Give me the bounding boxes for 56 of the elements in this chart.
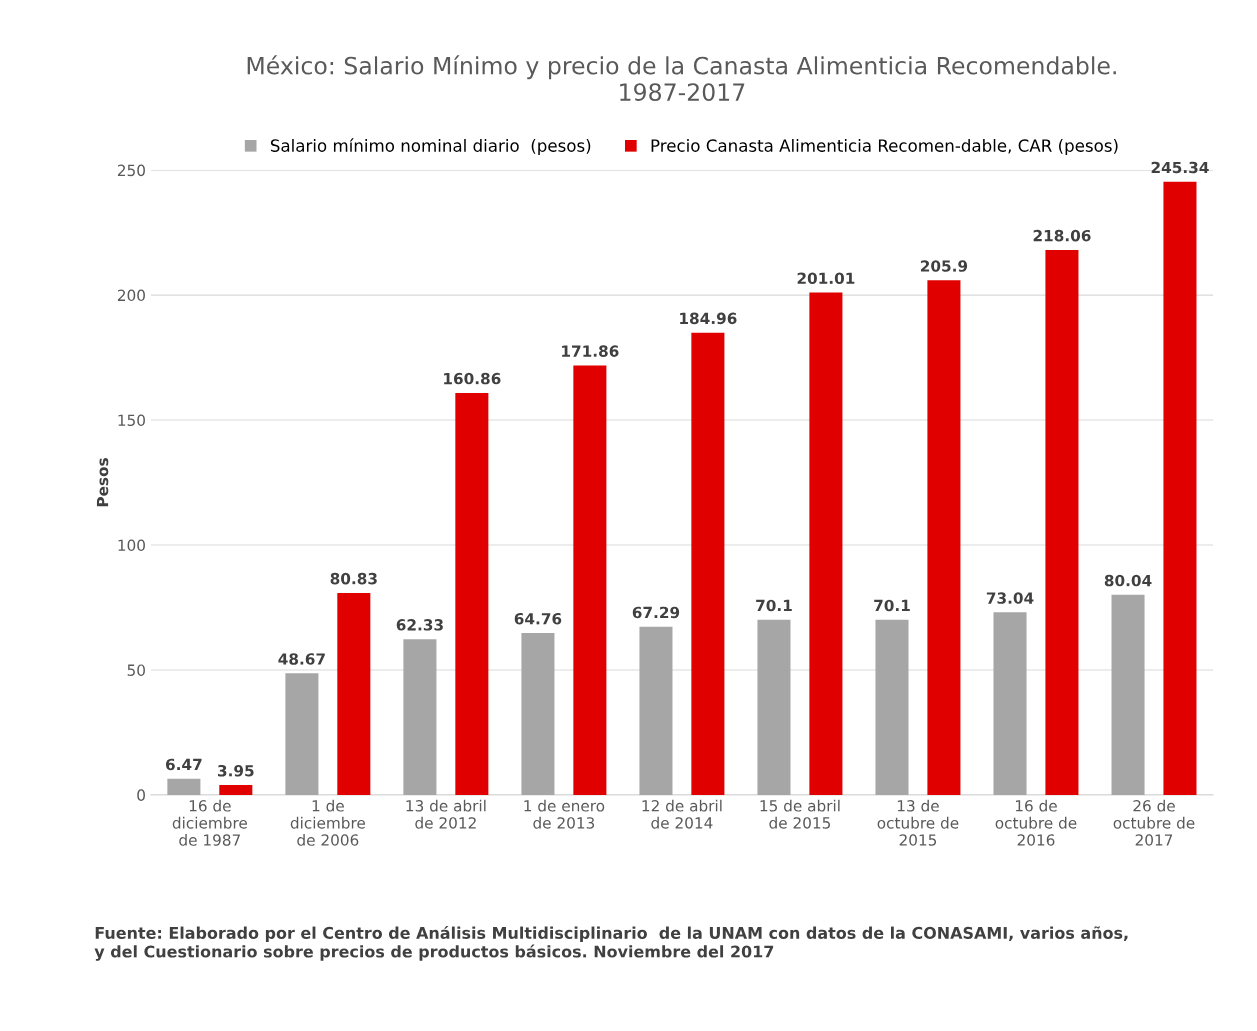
data-label: 67.29 (632, 606, 680, 619)
data-label: 64.76 (514, 613, 562, 625)
legend-label: Precio Canasta Alimenticia Recomen-dable, CAR (pesos) (651, 138, 1118, 156)
source-note: Fuente: Elaborado por el Centro de Análisis Multidisciplinario de la UNAM con datos de la CONASAMI, varios años, y del Cuestionario sobre precios de productos básicos. Noviembre del 2017 (94, 925, 1128, 961)
data-label: 6.47 (165, 758, 202, 771)
bar (639, 626, 673, 795)
data-label: 160.86 (444, 372, 501, 385)
bar (337, 592, 371, 795)
data-label: 184.96 (680, 312, 737, 325)
bar (219, 785, 253, 795)
bar (927, 280, 961, 795)
bar (1163, 181, 1197, 795)
x-tick-label: 12 de abril de 2014 (642, 799, 722, 829)
bar (1111, 594, 1145, 795)
data-label: 3.95 (217, 764, 254, 777)
bar (875, 619, 909, 795)
x-tick-label: 16 de diciembre de 1987 (172, 799, 247, 846)
data-label: 48.67 (278, 653, 325, 665)
data-label: 70.1 (874, 599, 910, 612)
bar (993, 612, 1027, 795)
bar (691, 332, 725, 795)
x-tick-label: 13 de octubre de 2015 (877, 799, 959, 846)
y-tick-label: 250 (117, 164, 145, 177)
x-tick-label: 1 de diciembre de 2006 (290, 799, 365, 846)
data-label: 80.83 (330, 572, 377, 585)
x-tick-label: 13 de abril de 2012 (406, 799, 486, 829)
y-tick-label: 0 (137, 789, 145, 801)
data-label: 171.86 (562, 345, 619, 357)
x-tick-label: 26 de octubre de 2017 (1113, 799, 1195, 846)
data-label: 62.33 (396, 619, 443, 631)
bar (455, 392, 489, 795)
bar (167, 778, 201, 795)
x-tick-label: 15 de abril de 2015 (760, 799, 840, 829)
y-tick-label: 200 (117, 289, 145, 302)
bar (1045, 249, 1079, 795)
legend-label: Salario mínimo nominal diario (pesos) (270, 138, 591, 156)
y-axis-title: Pesos (96, 458, 109, 507)
bar (757, 619, 791, 795)
bar (573, 365, 607, 795)
x-tick-label: 1 de enero de 2013 (524, 799, 605, 829)
bar (809, 292, 843, 795)
x-tick-label: 16 de octubre de 2016 (995, 799, 1077, 846)
data-label: 201.01 (797, 272, 855, 285)
bar (403, 639, 437, 795)
y-tick-label: 50 (127, 664, 145, 676)
chart-title: México: Salario Mínimo y precio de la Canasta Alimenticia Recomendable. 1987-2017 (247, 55, 1116, 102)
bar (521, 633, 555, 795)
data-label: 245.34 (1151, 161, 1209, 174)
y-tick-label: 100 (118, 539, 145, 552)
data-label: 218.06 (1033, 229, 1091, 242)
data-label: 70.1 (756, 599, 792, 612)
bar (285, 673, 319, 795)
data-label: 73.04 (986, 592, 1034, 604)
data-label: 205.9 (920, 260, 968, 272)
data-label: 80.04 (1104, 574, 1152, 587)
y-tick-label: 150 (118, 414, 145, 427)
